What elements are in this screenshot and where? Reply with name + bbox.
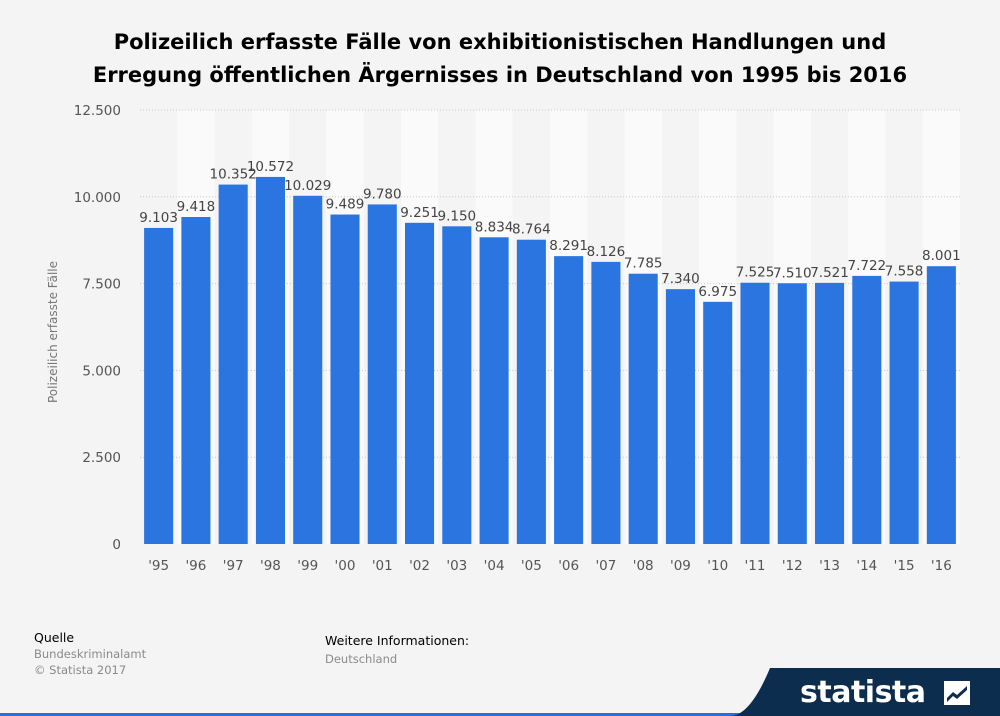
bar <box>218 184 248 545</box>
x-tick-label: '00 <box>335 558 356 574</box>
bar <box>255 176 285 544</box>
x-tick-label: '02 <box>409 558 430 574</box>
x-tick-label: '99 <box>297 558 318 574</box>
brand-background <box>730 668 1000 716</box>
bar <box>815 282 845 544</box>
data-label: 7.510 <box>773 265 812 281</box>
bar <box>777 283 807 544</box>
x-tick-label: '08 <box>633 558 654 574</box>
copyright-text: © Statista 2017 <box>34 663 127 677</box>
source-label: Quelle <box>34 630 75 645</box>
y-tick-label: 10.000 <box>74 190 121 206</box>
data-label: 7.525 <box>736 265 775 281</box>
bar <box>852 275 882 544</box>
x-tick-label: '10 <box>707 558 728 574</box>
data-label: 8.001 <box>922 248 961 264</box>
x-tick-label: '04 <box>484 558 505 574</box>
data-label: 7.340 <box>661 271 700 287</box>
bar <box>665 289 695 544</box>
source-block: Quelle Bundeskriminalamt © Statista 2017 <box>34 630 146 678</box>
y-tick-label: 5.000 <box>82 363 121 379</box>
bar <box>367 204 397 544</box>
data-label: 9.489 <box>326 197 365 213</box>
x-tick-label: '12 <box>782 558 803 574</box>
bar <box>405 222 435 544</box>
info-block: Weitere Informationen: Deutschland <box>325 633 469 667</box>
data-label: 8.834 <box>475 219 514 235</box>
data-label: 9.418 <box>177 199 216 215</box>
y-tick-label: 2.500 <box>82 450 121 466</box>
data-label: 7.558 <box>885 264 924 280</box>
bottom-accent-line <box>0 713 760 716</box>
bar <box>181 217 211 545</box>
y-tick-label: 0 <box>112 537 121 553</box>
x-tick-label: '01 <box>372 558 393 574</box>
info-label: Weitere Informationen: <box>325 633 470 648</box>
bar <box>926 266 956 544</box>
y-tick-label: 12.500 <box>74 103 121 119</box>
chart-title: Polizeilich erfasste Fälle von exhibitio… <box>0 26 1000 92</box>
x-tick-label: '05 <box>521 558 542 574</box>
info-value: Deutschland <box>325 652 398 666</box>
statista-wordmark: statista <box>800 675 926 710</box>
bar <box>293 195 323 544</box>
data-label: 8.764 <box>512 222 551 238</box>
data-label: 9.103 <box>139 210 178 226</box>
y-tick-label: 7.500 <box>82 277 121 293</box>
statista-brand-bar[interactable]: statista <box>730 668 1000 716</box>
data-label: 8.291 <box>549 238 588 254</box>
x-tick-label: '06 <box>558 558 579 574</box>
bar <box>330 214 360 544</box>
statista-logo-icon <box>944 681 970 705</box>
bar <box>703 301 733 544</box>
x-tick-label: '14 <box>856 558 877 574</box>
bar <box>554 256 584 544</box>
bar-chart: 0 2.500 5.000 7.500 10.000 12.500 Polizeilich … <box>46 103 961 574</box>
x-tick-label: '03 <box>446 558 467 574</box>
data-label: 7.722 <box>847 258 886 274</box>
x-tick-label: '95 <box>148 558 169 574</box>
chart-title-line-1: Polizeilich erfasste Fälle von exhibitio… <box>113 30 887 54</box>
bar <box>479 237 509 545</box>
bar <box>628 273 658 544</box>
x-tick-label: '96 <box>185 558 206 574</box>
data-label: 7.785 <box>624 256 663 272</box>
x-tick-label: '09 <box>670 558 691 574</box>
x-tick-label: '15 <box>894 558 915 574</box>
bar <box>889 281 919 544</box>
bar <box>144 227 174 544</box>
bar <box>740 282 770 544</box>
chart-title-line-2: Erregung öffentlichen Ärgernisses in Deu… <box>92 63 908 87</box>
data-label: 10.572 <box>247 159 294 175</box>
x-tick-label: '97 <box>223 558 244 574</box>
data-label: 10.352 <box>210 167 257 183</box>
x-tick-label: '13 <box>819 558 840 574</box>
data-label: 6.975 <box>698 284 737 300</box>
x-tick-label: '98 <box>260 558 281 574</box>
x-tick-label: '07 <box>595 558 616 574</box>
bar <box>516 239 546 544</box>
data-label: 8.126 <box>587 244 626 260</box>
data-label: 9.251 <box>400 205 439 221</box>
data-label: 9.780 <box>363 186 402 202</box>
data-label: 10.029 <box>284 178 331 194</box>
y-axis-title: Polizeilich erfasste Fälle <box>46 261 60 403</box>
data-label: 9.150 <box>437 208 476 224</box>
source-value: Bundeskriminalamt <box>34 647 147 661</box>
x-tick-label: '16 <box>931 558 952 574</box>
bar <box>591 261 621 544</box>
bar <box>442 226 472 544</box>
data-label: 7.521 <box>810 265 849 281</box>
x-tick-label: '11 <box>745 558 766 574</box>
